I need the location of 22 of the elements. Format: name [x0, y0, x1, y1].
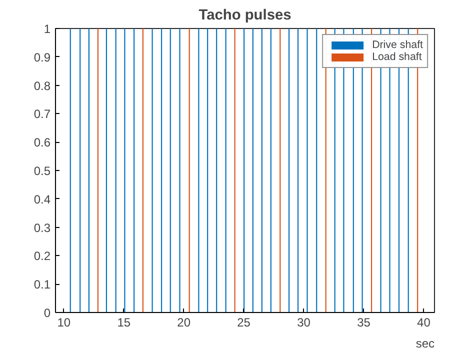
- y-tick-label: 0.1: [34, 278, 51, 292]
- x-tick-label: 20: [177, 316, 191, 330]
- x-tick-label: 35: [357, 316, 371, 330]
- y-tick-label: 0.4: [34, 192, 51, 206]
- y-tick-label: 0.9: [34, 50, 51, 64]
- y-tick-label: 0.7: [34, 107, 51, 122]
- y-tick-label: 0.5: [34, 164, 51, 178]
- x-tick-label: 25: [237, 316, 251, 330]
- y-tick-label: 0.8: [34, 78, 51, 93]
- legend-label: Drive shaft: [372, 39, 423, 51]
- y-tick-label: 1: [44, 22, 51, 36]
- y-tick-label: 0: [44, 306, 51, 320]
- x-axis-title: sec: [416, 336, 435, 350]
- y-tick-label: 0.3: [34, 220, 51, 235]
- y-tick-label: 0.6: [34, 136, 51, 150]
- x-tick-label: 10: [57, 316, 71, 330]
- y-tick-label: 0.2: [34, 249, 51, 264]
- chart-title: Tacho pulses: [198, 8, 292, 24]
- legend-label: Load shaft: [372, 51, 422, 63]
- x-tick-label: 30: [297, 316, 311, 330]
- x-tick-label: 15: [117, 316, 131, 330]
- x-tick-label: 40: [417, 316, 431, 330]
